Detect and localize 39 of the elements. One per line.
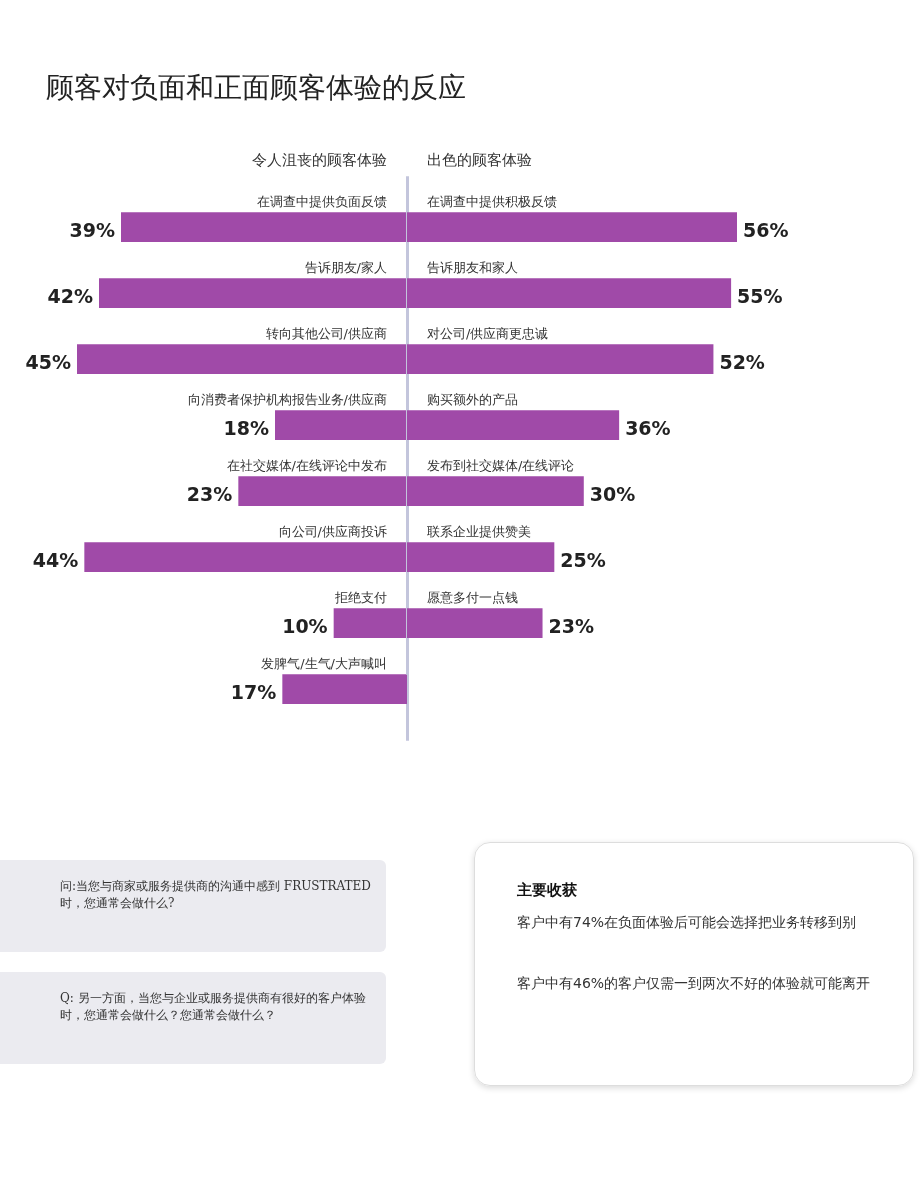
y-tick-label: 在社交媒体/在线评论中发布 xyxy=(226,458,387,474)
text: 主要收获 xyxy=(517,880,578,901)
data-label: 30% xyxy=(589,483,636,506)
chart-title: 顾客对负面和正面顾客体验的反应 xyxy=(45,71,466,104)
y-tick-label: 在调查中提供积极反馈 xyxy=(427,194,557,210)
y-tick-label: 转向其他公司/供应商 xyxy=(265,326,387,342)
data-label: 56% xyxy=(743,219,789,242)
y-tick-label: 购买额外的产品 xyxy=(427,392,518,408)
data-label: 44% xyxy=(32,549,79,572)
data-label: 18% xyxy=(223,417,269,440)
y-tick-label: 告诉朋友和家人 xyxy=(427,260,518,276)
text: 客户中有46%的客户仅需一到两次不好的体验就可能离开 xyxy=(517,973,872,993)
chart-subtitle: 出色的顾客体验 xyxy=(427,151,532,169)
y-tick-label: 向消费者保护机构报告业务/供应商 xyxy=(187,392,387,408)
y-tick-label: 发脾气/生气/大声喊叫 xyxy=(261,656,387,672)
data-label: 23% xyxy=(548,615,595,638)
data-label: 25% xyxy=(560,549,606,572)
data-label: 23% xyxy=(186,483,233,506)
data-label: 36% xyxy=(625,417,671,440)
y-tick-label: 拒绝支付 xyxy=(334,590,387,606)
data-label: 39% xyxy=(69,219,115,242)
y-tick-label: 发布到社交媒体/在线评论 xyxy=(427,458,575,474)
y-tick-label: 对公司/供应商更忠诚 xyxy=(427,326,549,342)
y-tick-label: 在调查中提供负面反馈 xyxy=(257,194,387,210)
chart-subtitle: 令人沮丧的顾客体验 xyxy=(252,151,387,169)
data-label: 52% xyxy=(719,351,765,374)
bar xyxy=(282,674,407,704)
data-label: 10% xyxy=(282,615,328,638)
data-label: 55% xyxy=(737,285,783,308)
text: 问:当您与商家或服务提供商的沟通中感到 FRUSTRATED 时，您通常会做什么? xyxy=(0,860,386,952)
y-tick-label: 向公司/供应商投诉 xyxy=(278,524,387,540)
text: 客户中有74%在负面体验后可能会选择把业务转移到别 xyxy=(517,912,858,932)
data-label: 17% xyxy=(230,681,277,704)
data-label: 45% xyxy=(25,351,71,374)
y-tick-label: 联系企业提供赞美 xyxy=(427,524,531,540)
data-label: 42% xyxy=(47,285,93,308)
y-tick-label: 告诉朋友/家人 xyxy=(304,260,387,276)
y-tick-label: 愿意多付一点钱 xyxy=(427,590,518,606)
text: Q: 另一方面，当您与企业或服务提供商有很好的客户体验时，您通常会做什么？您通常会做什么？ xyxy=(0,972,386,1064)
